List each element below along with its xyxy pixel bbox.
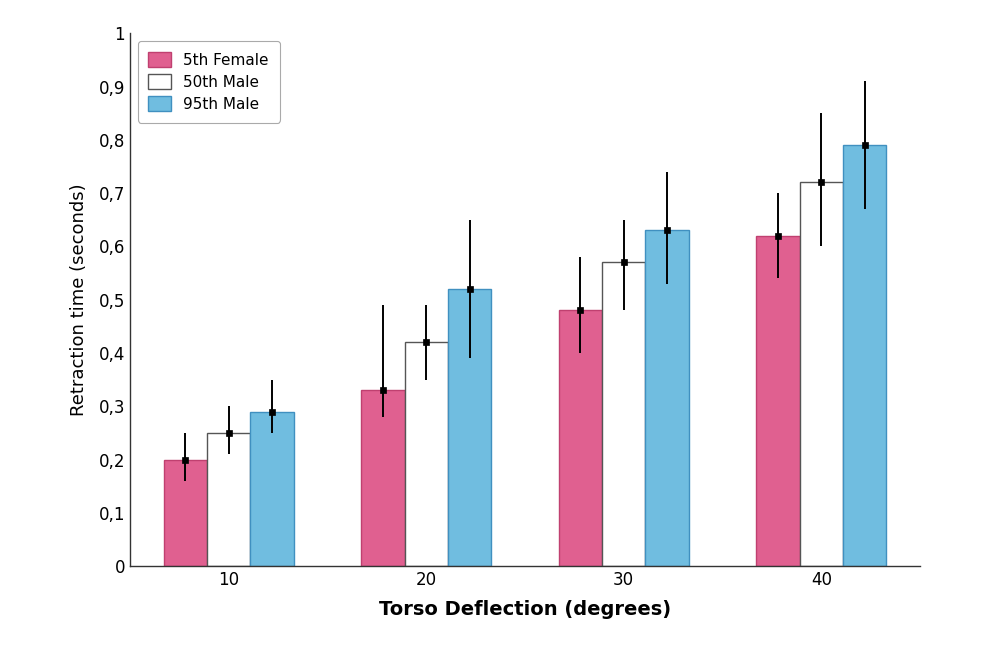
Bar (250, 412, 294, 566)
Bar (559, 310, 602, 566)
Bar (602, 262, 645, 566)
Bar (448, 289, 491, 566)
Y-axis label: Retraction time (seconds): Retraction time (seconds) (70, 183, 88, 416)
Bar (207, 433, 250, 566)
Bar (843, 145, 886, 566)
Bar (405, 342, 448, 566)
Bar (164, 460, 207, 566)
Bar (800, 182, 843, 566)
Bar (361, 390, 405, 566)
Legend: 5th Female, 50th Male, 95th Male: 5th Female, 50th Male, 95th Male (138, 41, 280, 123)
X-axis label: Torso Deflection (degrees): Torso Deflection (degrees) (379, 600, 671, 619)
Bar (645, 230, 689, 566)
Bar (756, 236, 800, 566)
